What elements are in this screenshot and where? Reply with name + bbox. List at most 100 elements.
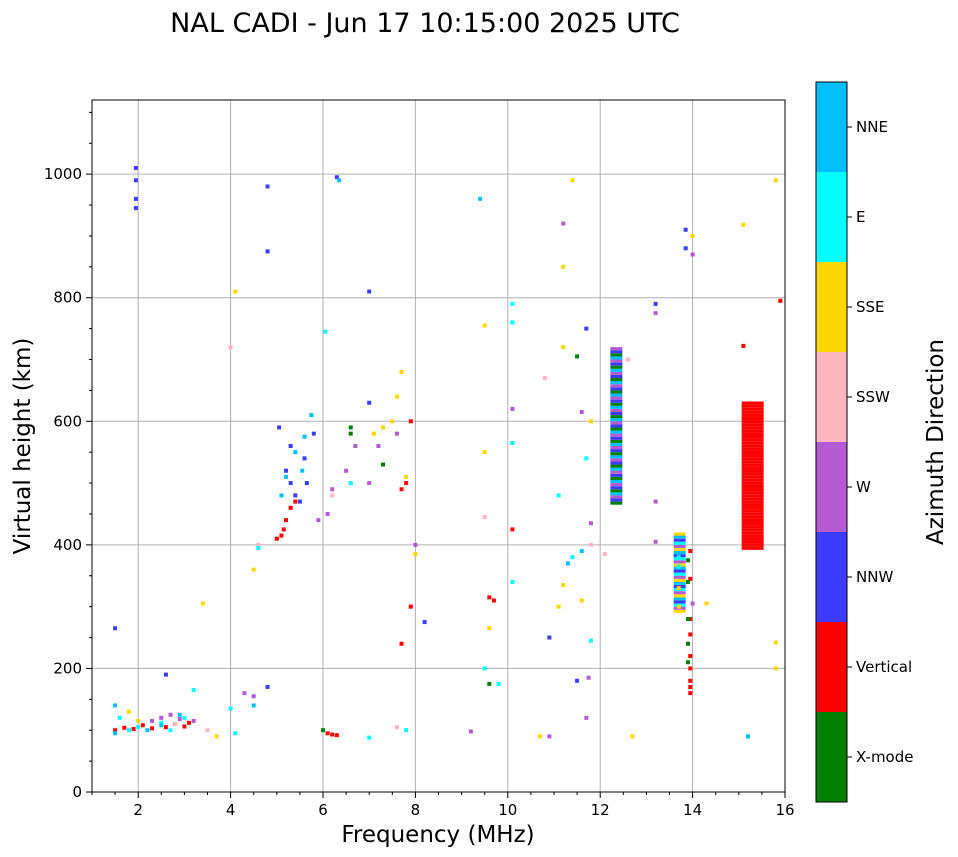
colorbar: X-mode Vertical NNW W SSW SSE E NNE: [815, 81, 913, 803]
data-point: [773, 666, 778, 671]
data-point: [556, 604, 561, 609]
data-point: [565, 561, 570, 566]
echo-band-segment: [610, 374, 623, 379]
data-point: [367, 400, 372, 405]
echo-band-segment: [741, 457, 764, 461]
echo-band-segment: [741, 423, 764, 427]
echo-band-segment: [610, 350, 623, 354]
echo-band-segment: [610, 442, 623, 446]
data-point: [133, 165, 138, 170]
data-point: [304, 481, 309, 486]
echo-band-segment: [610, 461, 623, 465]
echo-band-segment: [741, 463, 764, 467]
x-tick-label: 4: [226, 801, 236, 819]
data-point: [163, 672, 168, 677]
data-point: [685, 641, 690, 646]
data-point: [117, 715, 122, 720]
data-point: [140, 723, 145, 728]
echo-band-segment: [741, 531, 764, 535]
data-point: [653, 311, 658, 316]
data-point: [348, 431, 353, 436]
data-point: [274, 536, 279, 541]
data-point: [685, 617, 690, 621]
x-tick-label: 8: [411, 801, 421, 819]
data-point: [288, 481, 293, 486]
data-point: [348, 425, 353, 430]
data-point: [561, 583, 566, 588]
data-point: [334, 733, 339, 738]
echo-band-segment: [610, 436, 623, 440]
colorbar-segment: [816, 712, 847, 802]
data-point: [487, 681, 492, 686]
data-point: [187, 720, 192, 725]
data-point: [487, 626, 492, 631]
echo-band-segment: [610, 427, 623, 431]
data-point: [126, 709, 131, 714]
echo-band-segment: [741, 512, 764, 516]
data-point: [586, 675, 591, 680]
echo-band-segment: [610, 433, 623, 437]
data-point: [584, 715, 589, 720]
echo-band-segment: [741, 537, 764, 541]
y-tick-label: 800: [53, 289, 82, 307]
data-point: [404, 481, 409, 486]
data-point: [293, 493, 298, 498]
colorbar-tick-label: SSW: [856, 388, 890, 406]
data-point: [653, 499, 658, 504]
data-point: [588, 542, 593, 547]
data-point: [334, 175, 339, 180]
echo-band-segment: [610, 473, 623, 477]
data-point: [482, 515, 487, 520]
y-tick-label: 400: [53, 536, 82, 554]
data-point: [321, 728, 325, 733]
data-point: [288, 444, 293, 448]
data-point: [371, 431, 376, 436]
echo-band-segment: [610, 489, 623, 493]
data-point: [690, 601, 695, 606]
data-point: [683, 246, 688, 251]
data-point: [510, 527, 515, 532]
data-point: [773, 640, 778, 645]
data-point: [538, 734, 543, 739]
data-point: [491, 598, 496, 603]
data-point: [279, 533, 284, 538]
data-point: [630, 734, 635, 739]
data-point: [588, 419, 593, 424]
echo-band-segment: [673, 581, 686, 586]
data-point: [256, 545, 261, 550]
data-point: [277, 425, 282, 430]
echo-band-segment: [610, 424, 623, 428]
x-tick-label: 12: [591, 801, 610, 819]
echo-band-segment: [741, 444, 764, 448]
data-point: [413, 552, 418, 557]
data-point: [688, 632, 693, 637]
echo-band-segment: [741, 475, 764, 479]
data-point: [468, 729, 473, 734]
echo-band-segment: [610, 384, 623, 388]
echo-band-segment: [610, 449, 623, 453]
x-axis-label: Frequency (MHz): [341, 822, 534, 848]
data-point: [478, 196, 483, 201]
data-point: [561, 264, 566, 269]
echo-band-segment: [610, 430, 623, 434]
data-point: [688, 654, 693, 659]
echo-band-segment: [610, 365, 623, 369]
data-point: [741, 222, 746, 227]
data-point: [584, 456, 589, 461]
data-point: [496, 681, 501, 686]
echo-band-segment: [741, 518, 764, 522]
echo-band-segment: [673, 547, 686, 552]
x-tick-label: 2: [133, 801, 143, 819]
colorbar-frame: [815, 81, 848, 803]
x-tick-label: 6: [318, 801, 328, 819]
echo-band-segment: [741, 481, 764, 485]
data-point: [214, 734, 219, 739]
echo-band-segment: [741, 478, 764, 482]
data-point: [367, 735, 372, 740]
data-point: [325, 511, 330, 516]
data-point: [256, 542, 261, 547]
data-point: [570, 555, 575, 560]
data-point: [676, 555, 681, 560]
echo-band-segment: [610, 408, 623, 413]
